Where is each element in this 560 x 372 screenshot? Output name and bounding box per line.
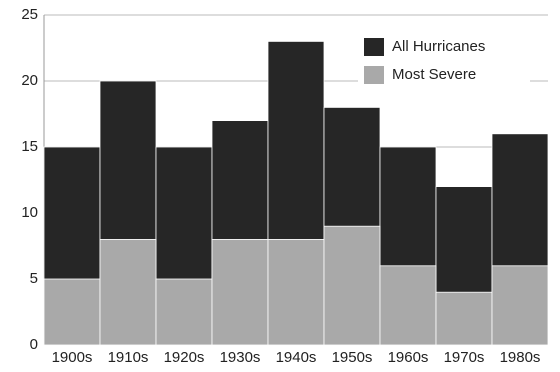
legend-swatch	[364, 38, 384, 56]
x-tick-label: 1980s	[500, 349, 541, 366]
bar	[43, 278, 101, 346]
legend-label: Most Severe	[392, 66, 476, 83]
x-tick-label: 1920s	[164, 349, 205, 366]
bar	[267, 238, 325, 346]
x-tick-label: 1960s	[388, 349, 429, 366]
bar	[323, 225, 381, 346]
legend-label: All Hurricanes	[392, 38, 485, 55]
y-tick-label: 20	[21, 72, 38, 89]
bar	[99, 238, 157, 346]
legend: All Hurricanes Most Severe	[358, 35, 530, 89]
x-tick-label: 1940s	[276, 349, 317, 366]
y-tick-label: 25	[21, 6, 38, 23]
y-tick-label: 15	[21, 138, 38, 155]
x-tick-label: 1910s	[108, 349, 149, 366]
bar	[155, 278, 213, 346]
y-tick-label: 10	[21, 204, 38, 221]
legend-swatch	[364, 66, 384, 84]
bar	[491, 265, 549, 346]
legend-box	[358, 35, 530, 89]
x-tick-label: 1970s	[444, 349, 485, 366]
x-tick-label: 1950s	[332, 349, 373, 366]
x-tick-label: 1930s	[220, 349, 261, 366]
y-tick-label: 5	[30, 270, 38, 287]
y-tick-label: 0	[30, 336, 38, 353]
bar	[379, 265, 437, 346]
x-tick-label: 1900s	[52, 349, 93, 366]
bar	[435, 291, 493, 346]
bar	[211, 238, 269, 346]
